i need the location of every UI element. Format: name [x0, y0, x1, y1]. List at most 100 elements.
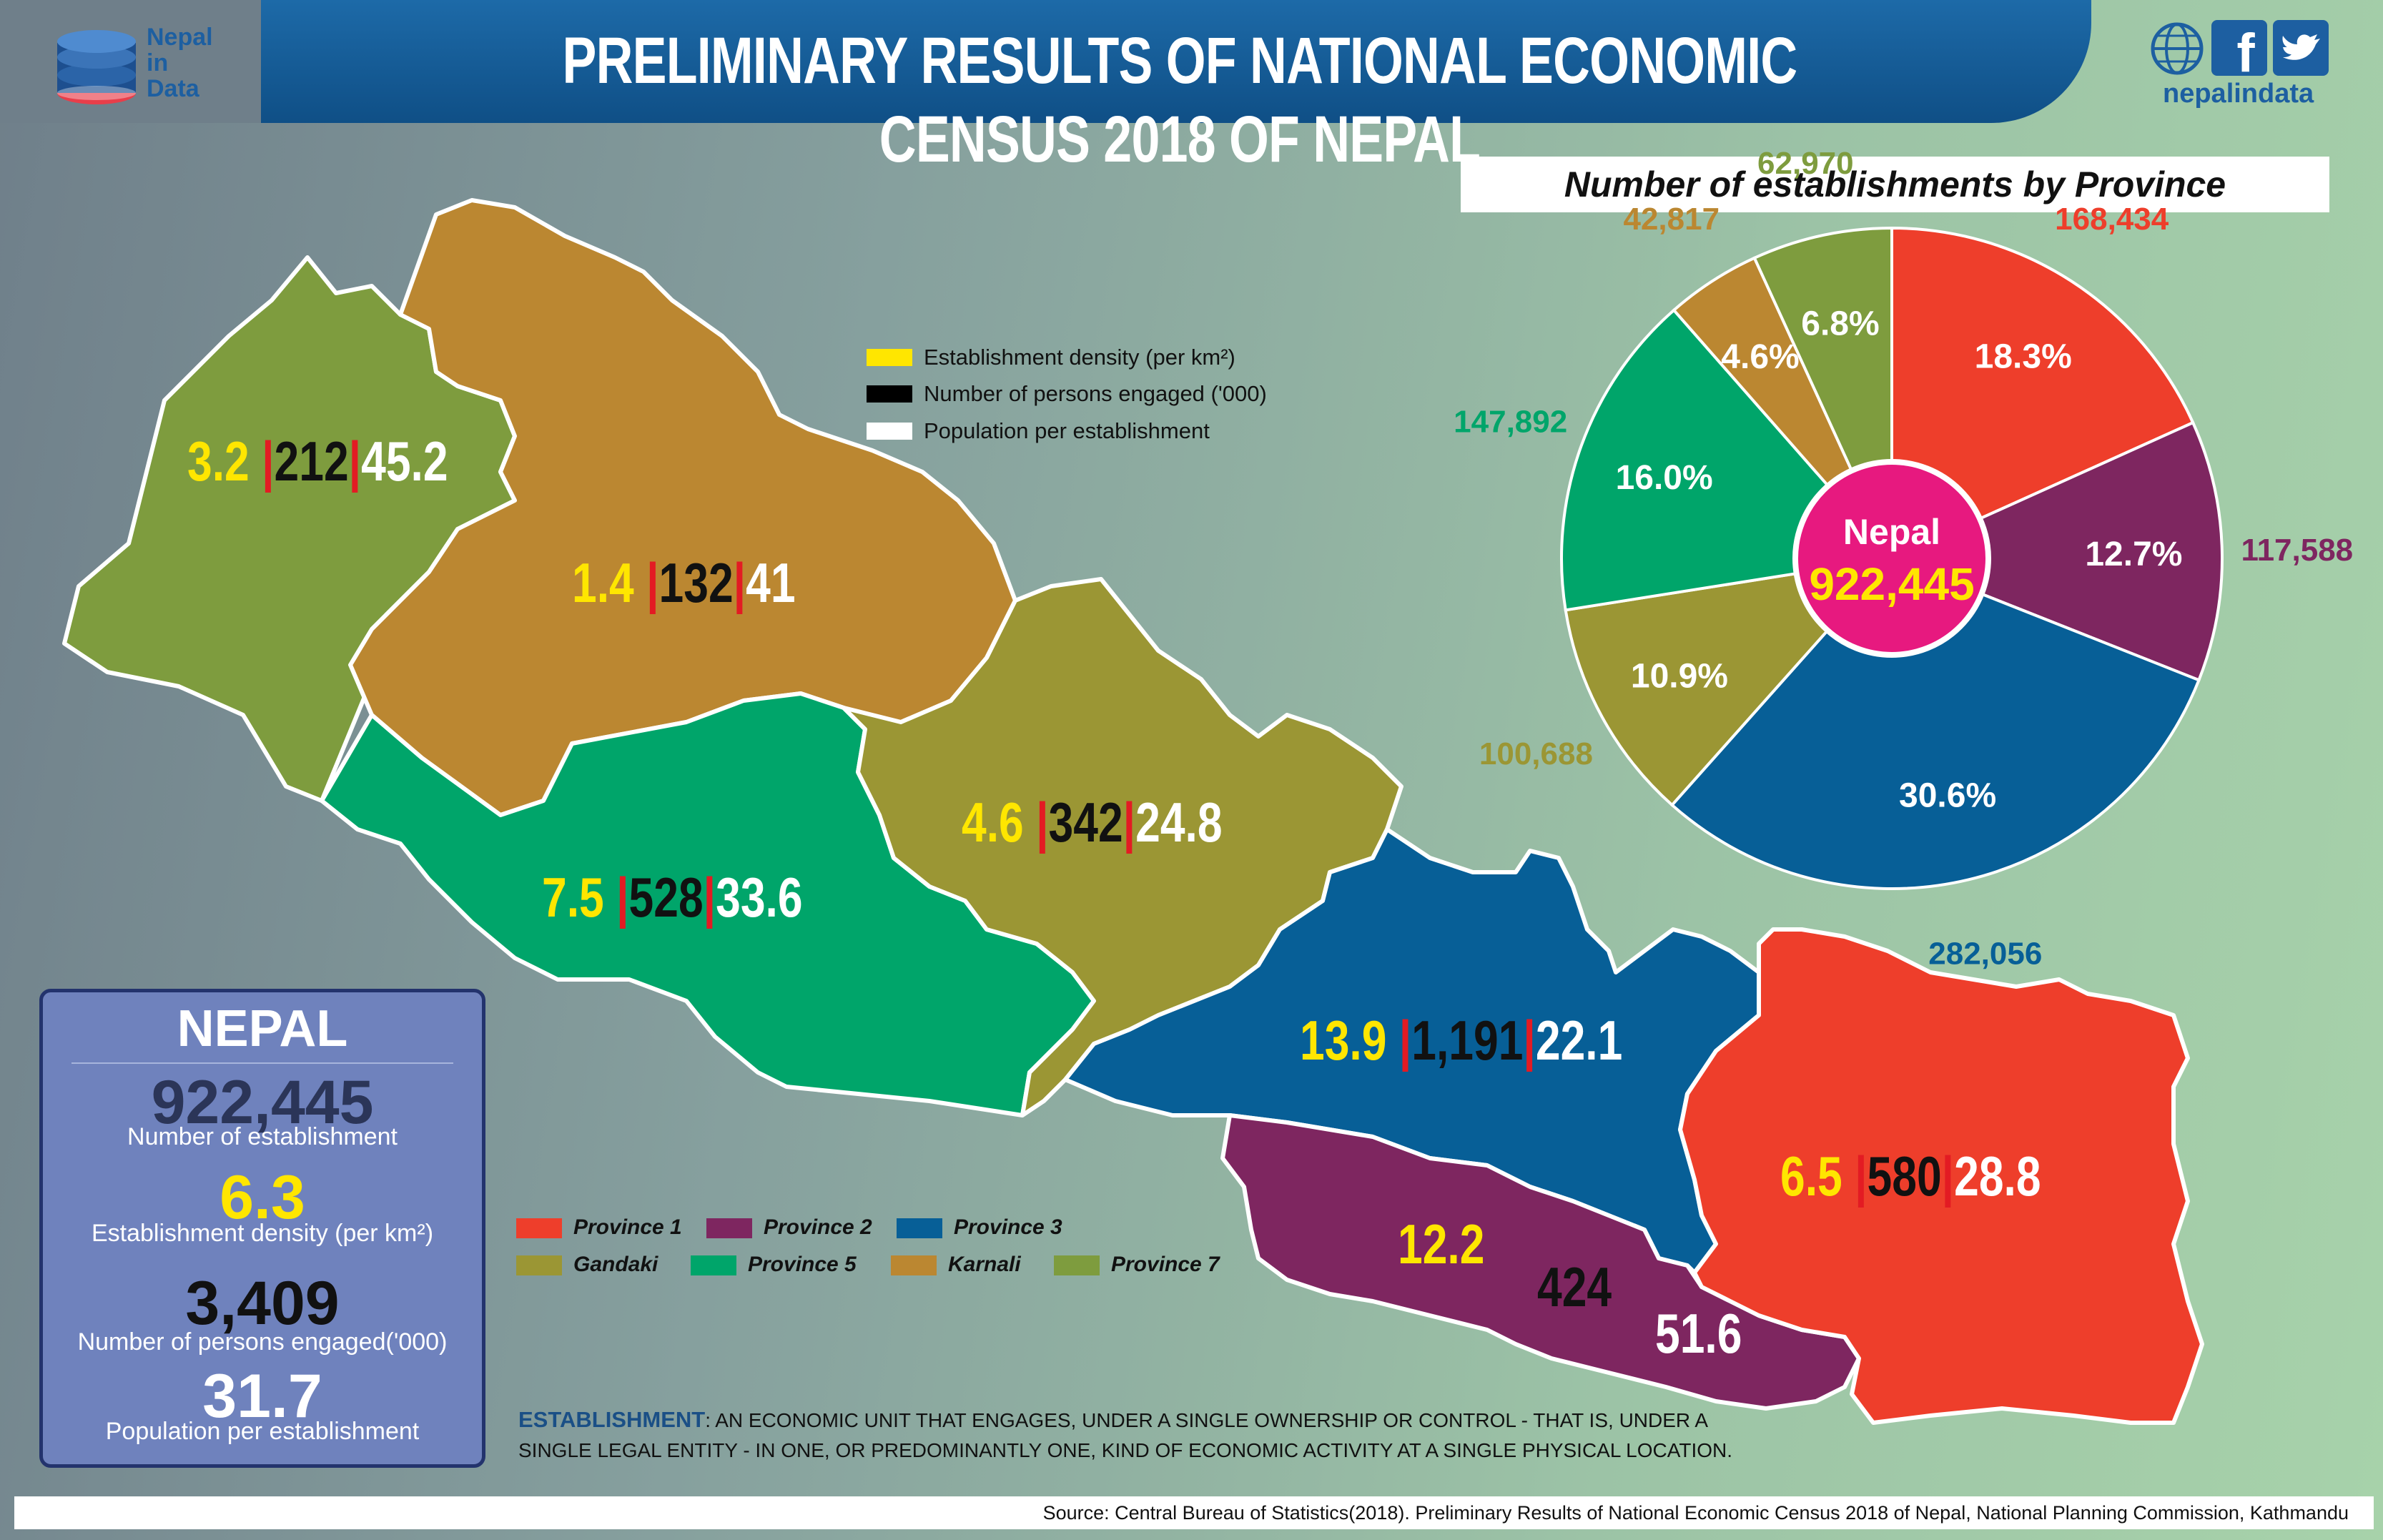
- social-icons: f: [2134, 14, 2383, 122]
- pie-percent-label: 30.6%: [1899, 776, 1996, 814]
- province-5-stats: 7.5 |528|33.6: [542, 865, 803, 930]
- pie-percent-label: 16.0%: [1616, 459, 1713, 497]
- stat-separator: |: [646, 551, 659, 614]
- pie-title-box: [1461, 157, 2329, 212]
- legend-province-3-label: Province 3: [954, 1215, 1062, 1239]
- pie-slice-province-2: [1888, 420, 2224, 682]
- legend-swatch: [897, 1218, 942, 1238]
- province-5-persons: 528: [628, 866, 704, 929]
- stat-separator: |: [1523, 1009, 1536, 1072]
- pie-percent-label: 6.8%: [1801, 305, 1879, 342]
- logo-line-2: in: [147, 49, 169, 76]
- logo-line-1: Nepal: [147, 24, 213, 51]
- legend-swatch: [516, 1255, 562, 1275]
- nepal-persons-value: 3,409: [185, 1269, 340, 1338]
- province-3-persons: 1,191: [1411, 1009, 1524, 1072]
- legend-province-2-label: Province 2: [764, 1215, 872, 1239]
- province-2-population: 51.6: [1655, 1302, 1742, 1365]
- legend-density-label: Establishment density (per km²): [924, 345, 1235, 370]
- gandaki-density: 4.6: [962, 791, 1024, 854]
- pie-value-label: 100,688: [1479, 736, 1593, 771]
- province-2-persons: 424: [1537, 1255, 1612, 1318]
- province-3-stats: 13.9 |1,191|22.1: [1300, 1008, 1622, 1073]
- pie-slice-province-1: [1890, 226, 2195, 561]
- province-1-stats: 6.5 |580|28.8: [1780, 1144, 2041, 1209]
- nepal-summary-box: NEPAL 922,445 Number of establishment 6.…: [39, 989, 485, 1468]
- gandaki-stats: 4.6 |342|24.8: [962, 790, 1223, 855]
- pie-center-circle: [1792, 459, 1991, 658]
- nepal-density-value: 6.3: [219, 1163, 305, 1232]
- province-2-density: 12.2: [1398, 1213, 1485, 1275]
- province-7-density: 3.2: [187, 430, 250, 493]
- legend-swatch: [891, 1255, 937, 1275]
- legend-swatch: [516, 1218, 562, 1238]
- legend-population-label: Population per establishment: [924, 418, 1210, 443]
- karnali-persons: 132: [658, 551, 734, 614]
- pie-value-label: 117,588: [2241, 533, 2354, 568]
- legend-province-1-label: Province 1: [573, 1215, 682, 1239]
- legend-swatch-white: [867, 423, 912, 440]
- legend-province-5-label: Province 5: [748, 1253, 857, 1276]
- legend-swatch: [691, 1255, 736, 1275]
- legend-swatch: [706, 1218, 752, 1238]
- province-3-population: 22.1: [1535, 1009, 1623, 1072]
- pie-value-label: 42,817: [1623, 202, 1720, 237]
- page-title: PRELIMINARY RESULTS OF NATIONAL ECONOMIC…: [562, 24, 1798, 176]
- karnali-population: 41: [746, 551, 796, 614]
- province-1-persons: 580: [1867, 1145, 1942, 1208]
- logo-area: Nepal in Data: [0, 0, 261, 123]
- header-bar: [261, 0, 2091, 123]
- site-name: nepalindata: [2163, 79, 2314, 109]
- definition-term: ESTABLISHMENT: [518, 1407, 706, 1432]
- stat-separator: |: [348, 430, 362, 493]
- pie-value-label: 147,892: [1454, 404, 1567, 439]
- province-5-density: 7.5: [542, 866, 604, 929]
- nepal-population-label: Population per establishment: [105, 1418, 420, 1445]
- stat-separator: |: [1398, 1009, 1412, 1072]
- karnali-density: 1.4: [572, 551, 634, 614]
- stat-separator: |: [1036, 791, 1049, 854]
- nepal-population-value: 31.7: [202, 1362, 322, 1431]
- karnali-stats: 1.4 |132|41: [572, 551, 796, 616]
- globe-www-icon[interactable]: [2148, 20, 2206, 77]
- pie-value-label: 168,434: [2055, 202, 2169, 237]
- twitter-icon[interactable]: [2273, 20, 2329, 76]
- legend-swatch-black: [867, 385, 912, 403]
- province-7-population: 45.2: [361, 430, 448, 493]
- gandaki-persons: 342: [1048, 791, 1123, 854]
- stat-separator: |: [1941, 1145, 1955, 1208]
- logo-line-3: Data: [147, 75, 199, 102]
- province-1-density: 6.5: [1780, 1145, 1842, 1208]
- pie-chart-title: Number of establishments by Province: [1564, 164, 2226, 204]
- stat-separator: |: [1855, 1145, 1868, 1208]
- province-7-persons: 212: [274, 430, 349, 493]
- stat-separator: |: [703, 866, 716, 929]
- legend-gandaki-label: Gandaki: [573, 1253, 658, 1276]
- province-2-region: [1220, 1113, 1861, 1411]
- nepal-summary-title: NEPAL: [177, 1000, 348, 1057]
- facebook-icon[interactable]: f: [2211, 20, 2267, 76]
- source-bar: [14, 1496, 2374, 1529]
- province-5-population: 33.6: [716, 866, 803, 929]
- legend-karnali-label: Karnali: [948, 1253, 1021, 1276]
- province-1-region: [1678, 927, 2204, 1425]
- logo-text: Nepal in Data: [147, 24, 213, 102]
- pie-slice-province-3: [1669, 556, 2201, 891]
- gandaki-population: 24.8: [1135, 791, 1223, 854]
- database-logo-icon: [57, 30, 136, 104]
- nepal-establishments-label: Number of establishment: [127, 1123, 398, 1150]
- province-1-population: 28.8: [1954, 1145, 2041, 1208]
- svg-text:f: f: [2236, 23, 2255, 76]
- legend-province-7-label: Province 7: [1111, 1253, 1220, 1276]
- definition-text: : AN ECONOMIC UNIT THAT ENGAGES, UNDER A…: [518, 1409, 1733, 1461]
- establishment-definition: ESTABLISHMENT: AN ECONOMIC UNIT THAT ENG…: [518, 1405, 1734, 1466]
- nepal-establishments-value: 922,445: [151, 1068, 374, 1137]
- pie-value-label: 62,970: [1757, 146, 1854, 181]
- pie-center-label: Nepal: [1843, 512, 1940, 552]
- pie-percent-label: 10.9%: [1631, 657, 1728, 695]
- pie-slice-gandaki: [1564, 556, 1896, 807]
- legend-swatch-yellow: [867, 349, 912, 366]
